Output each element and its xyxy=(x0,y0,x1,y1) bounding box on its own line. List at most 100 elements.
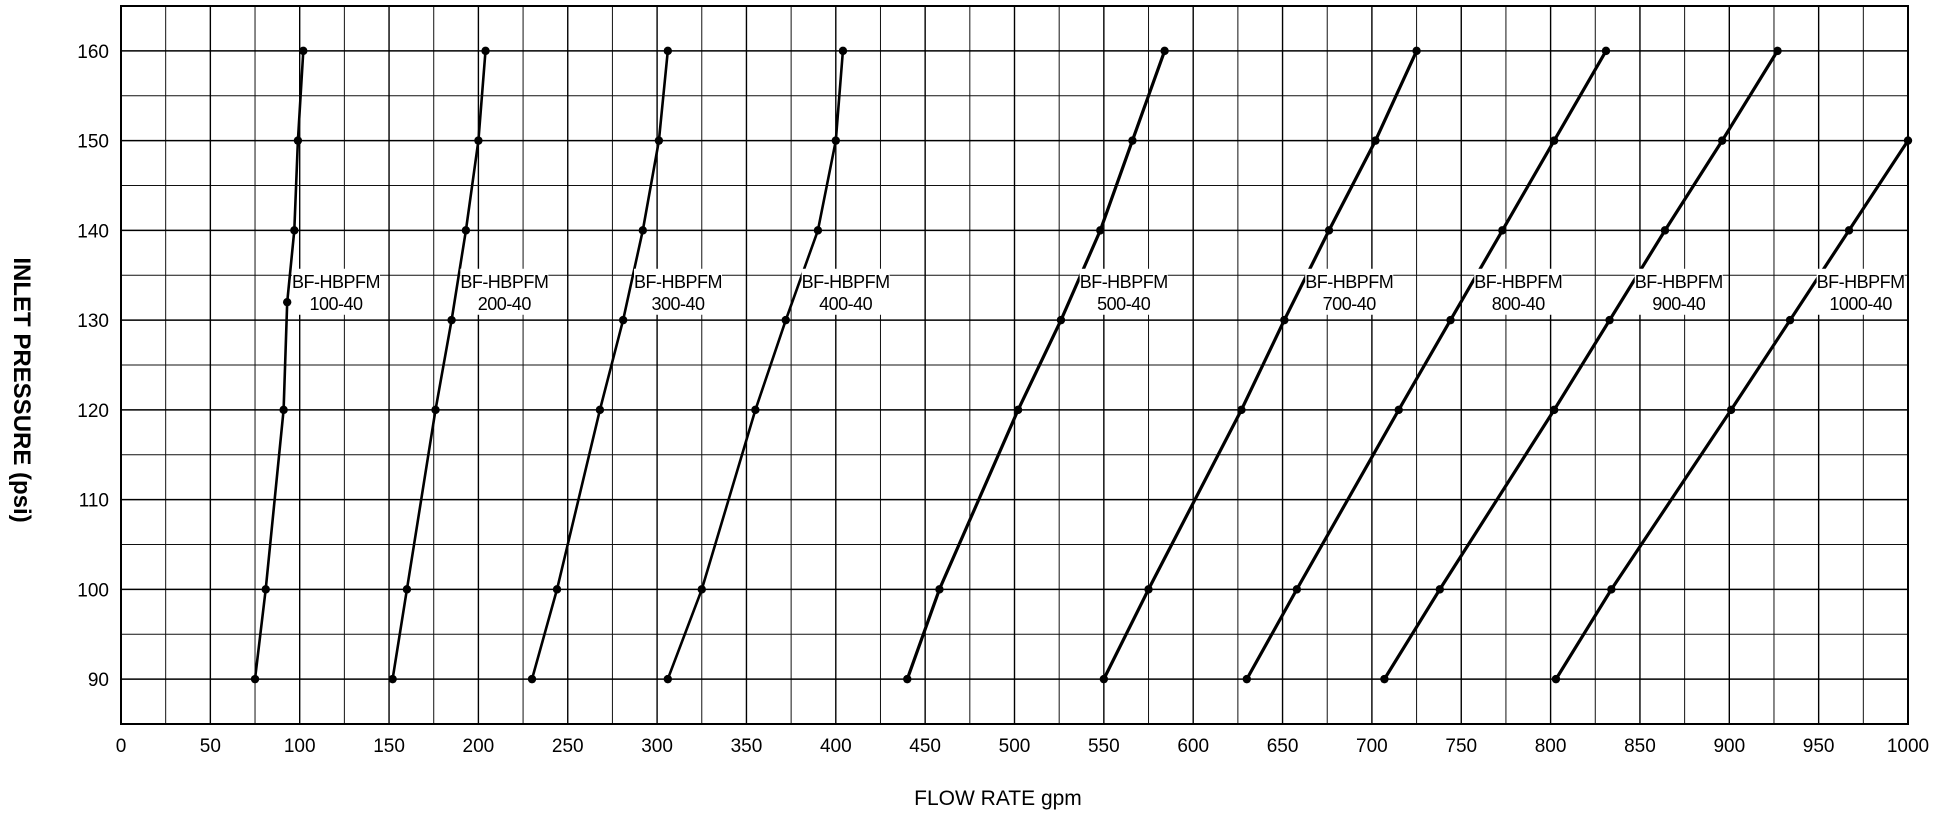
data-point xyxy=(1717,136,1727,145)
x-tick-label: 600 xyxy=(1177,736,1209,757)
series-label-background xyxy=(1634,268,1723,315)
data-point xyxy=(1096,226,1105,235)
series-label-background xyxy=(634,268,723,315)
data-point xyxy=(1412,46,1421,56)
x-tick-label: 1000 xyxy=(1887,736,1929,757)
series-label-line-1: BF-HBPFM xyxy=(460,272,548,292)
data-point xyxy=(781,315,790,325)
data-point xyxy=(1607,585,1616,594)
data-point xyxy=(1773,46,1782,56)
data-point xyxy=(663,46,673,56)
data-point xyxy=(474,136,483,145)
series-label-line-1: BF-HBPFM xyxy=(1635,272,1723,292)
data-point xyxy=(1605,315,1614,325)
plot-frame xyxy=(120,5,1909,725)
data-point xyxy=(1292,585,1302,594)
x-tick-label: 850 xyxy=(1624,736,1656,757)
data-point xyxy=(1446,315,1455,325)
data-point xyxy=(1280,315,1289,325)
series-label-line-2: 900-40 xyxy=(1652,294,1706,314)
data-point xyxy=(1099,674,1109,684)
series-label-background xyxy=(1816,268,1905,315)
data-point xyxy=(1013,405,1023,415)
data-point xyxy=(1435,585,1445,594)
data-point xyxy=(290,226,299,235)
data-point xyxy=(697,585,706,594)
series-label-line-2: 1000-40 xyxy=(1829,294,1892,314)
data-point xyxy=(1128,136,1137,145)
data-point xyxy=(1237,405,1246,415)
data-point xyxy=(293,136,303,145)
x-tick-label: 200 xyxy=(463,736,495,757)
data-point xyxy=(1056,315,1066,325)
series-label-line-1: BF-HBPFM xyxy=(292,272,380,292)
series-label-layer: BF-HBPFM100-40BF-HBPFM200-40BF-HBPFM300-… xyxy=(291,268,1905,315)
data-point xyxy=(831,136,840,145)
data-point xyxy=(1726,405,1736,415)
data-point xyxy=(1785,315,1795,325)
series-line xyxy=(1554,139,1910,680)
series-label-background xyxy=(460,268,549,315)
major-grid xyxy=(121,6,1908,724)
series-label-line-2: 500-40 xyxy=(1097,294,1151,314)
series-label-line-1: BF-HBPFM xyxy=(1305,272,1393,292)
data-point xyxy=(1660,226,1670,235)
data-point xyxy=(447,315,456,325)
series-label-background xyxy=(291,268,380,315)
data-point xyxy=(935,585,944,594)
series-label-background xyxy=(1474,268,1563,315)
series-label-background xyxy=(1079,268,1168,315)
x-tick-label: 300 xyxy=(641,736,673,757)
series-label-background xyxy=(1305,268,1394,315)
y-tick-label: 120 xyxy=(77,401,109,422)
data-point xyxy=(261,585,270,594)
series-label-line-1: BF-HBPFM xyxy=(1080,272,1168,292)
x-tick-label: 350 xyxy=(731,736,763,757)
y-tick-label: 130 xyxy=(77,311,109,332)
series-label-line-1: BF-HBPFM xyxy=(1817,272,1905,292)
series-label-line-2: 400-40 xyxy=(819,294,873,314)
data-point xyxy=(1371,136,1380,145)
series-label-line-2: 300-40 xyxy=(651,294,705,314)
data-point xyxy=(1844,226,1854,235)
data-point xyxy=(751,405,760,415)
series-label-line-2: 700-40 xyxy=(1323,294,1377,314)
series-label-line-2: 200-40 xyxy=(478,294,532,314)
series-label-background xyxy=(801,268,890,315)
series-label-line-1: BF-HBPFM xyxy=(1474,272,1562,292)
data-point xyxy=(1380,674,1389,684)
y-tick-label: 160 xyxy=(77,42,109,63)
data-point xyxy=(595,405,605,415)
y-tick-label: 140 xyxy=(77,221,109,242)
data-point xyxy=(1601,46,1611,56)
data-point xyxy=(1549,405,1559,415)
data-point xyxy=(1551,674,1561,684)
data-point xyxy=(299,46,308,56)
y-tick-label: 110 xyxy=(79,491,109,512)
data-point xyxy=(552,585,562,594)
y-tick-label: 150 xyxy=(77,132,109,153)
data-point xyxy=(618,315,628,325)
data-point xyxy=(527,674,537,684)
y-axis-title: INLET PRESSURE (psi) xyxy=(8,257,35,522)
data-point xyxy=(1394,405,1403,415)
series-label-line-1: BF-HBPFM xyxy=(802,272,890,292)
series-layer xyxy=(250,46,1913,684)
x-tick-label: 550 xyxy=(1088,736,1120,757)
data-point xyxy=(402,585,412,594)
data-point xyxy=(1160,46,1169,56)
data-point xyxy=(903,674,912,684)
x-tick-label: 250 xyxy=(552,736,584,757)
x-tick-label: 900 xyxy=(1713,736,1745,757)
data-point xyxy=(431,405,440,415)
data-point xyxy=(654,136,664,145)
series-label-line-1: BF-HBPFM xyxy=(634,272,722,292)
x-tick-label: 700 xyxy=(1356,736,1388,757)
data-point xyxy=(838,46,848,56)
x-axis-title: FLOW RATE gpm xyxy=(914,787,1082,810)
x-tick-label: 800 xyxy=(1535,736,1567,757)
x-tick-label: 400 xyxy=(820,736,852,757)
x-tick-label: 0 xyxy=(116,736,127,757)
x-tick-label: 750 xyxy=(1445,736,1477,757)
